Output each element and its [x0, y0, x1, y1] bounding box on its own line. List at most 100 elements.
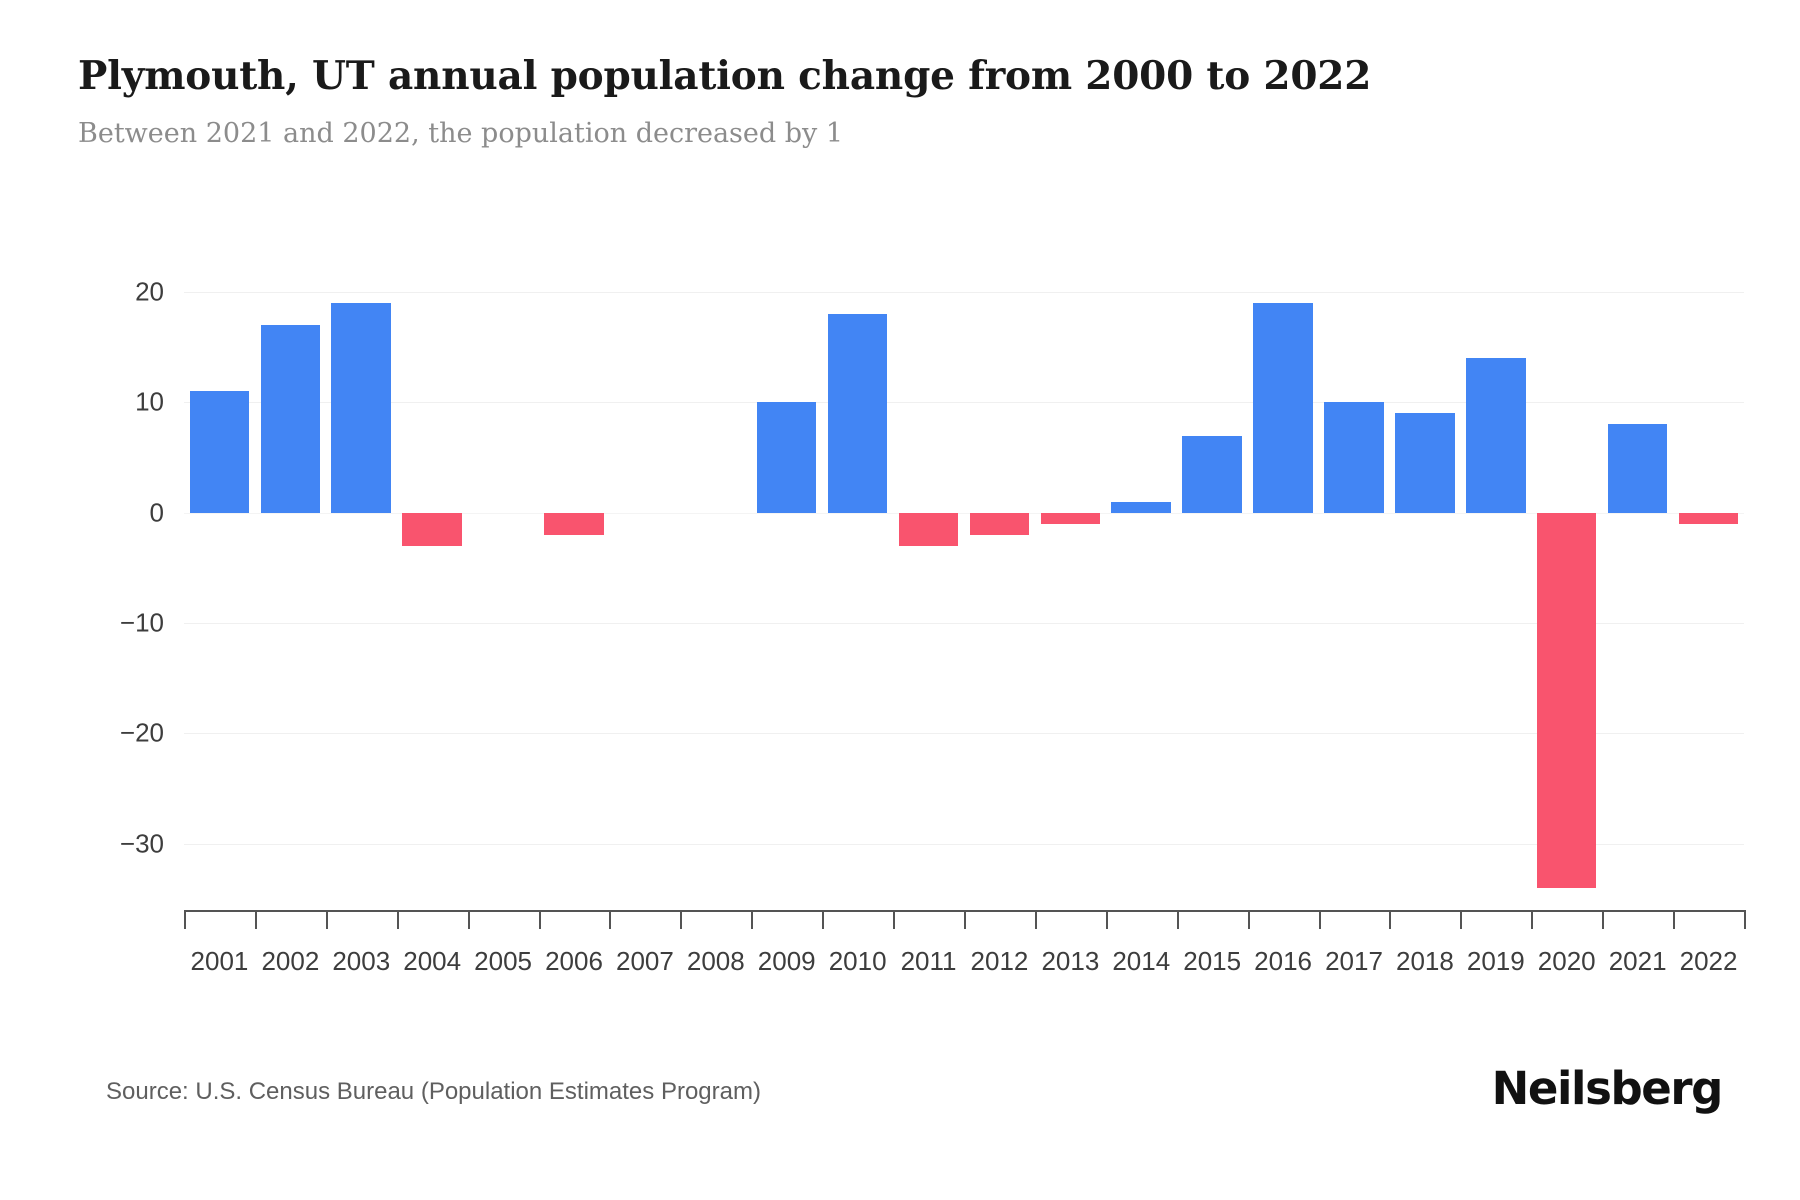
- y-axis-tick-label: 20: [135, 276, 164, 307]
- bar-2019[interactable]: [1466, 358, 1526, 513]
- bar-2006[interactable]: [544, 512, 604, 535]
- gridline: [184, 292, 1744, 294]
- bar-slot: [326, 270, 397, 910]
- x-axis-tick-label: 2012: [970, 946, 1029, 976]
- y-axis-tick-label: −10: [119, 607, 164, 638]
- bar-slot: [1106, 270, 1177, 910]
- x-axis-tick: [1176, 910, 1179, 929]
- x-axis-tick-label: 2013: [1041, 946, 1100, 976]
- x-axis-tick: [1389, 910, 1392, 929]
- brand-logo: Neilsberg: [1491, 1062, 1724, 1115]
- x-axis-tick: [964, 910, 966, 929]
- x-axis-tick: [467, 910, 470, 929]
- bar-slot: [751, 270, 822, 910]
- bar-slot: [1460, 270, 1531, 910]
- x-axis-tick: [184, 910, 186, 929]
- bar-2021[interactable]: [1607, 424, 1668, 513]
- source-note: Source: U.S. Census Bureau (Population E…: [106, 1078, 761, 1105]
- bar-slot: [964, 270, 1035, 910]
- gridline: [184, 733, 1744, 735]
- x-axis-tick: [1034, 910, 1037, 929]
- bar-slot: [609, 270, 680, 910]
- x-axis-tick-label: 2007: [615, 946, 674, 976]
- bar-slot: [1177, 270, 1248, 910]
- page-title: Plymouth, UT annual population change fr…: [78, 53, 1372, 99]
- bar-2009[interactable]: [756, 402, 817, 513]
- x-axis-tick: [822, 910, 825, 929]
- bar-2011[interactable]: [898, 512, 959, 546]
- x-axis-tick-label: 2022: [1679, 946, 1738, 976]
- bar-2020[interactable]: [1536, 512, 1597, 888]
- x-axis-tick: [254, 910, 257, 929]
- bar-series: [184, 270, 1744, 910]
- x-axis-tick: [680, 910, 683, 929]
- x-axis-tick-label: 2016: [1254, 946, 1312, 976]
- x-axis-tick: [538, 910, 541, 929]
- gridline: [184, 843, 1744, 845]
- x-axis-tick: [1673, 910, 1676, 929]
- bar-slot: [1389, 270, 1460, 910]
- y-axis-tick-label: −30: [119, 828, 164, 859]
- bar-2014[interactable]: [1111, 501, 1172, 513]
- bar-slot: [1673, 270, 1744, 910]
- bar-slot: [1035, 270, 1106, 910]
- chart-header: Plymouth, UT annual population change fr…: [78, 52, 1728, 152]
- bar-slot: [1248, 270, 1319, 910]
- bar-2017[interactable]: [1324, 402, 1384, 513]
- x-axis-tick-label: 2015: [1183, 946, 1242, 976]
- x-axis-tick: [751, 910, 754, 929]
- bar-slot: [680, 270, 751, 910]
- bar-slot: [468, 270, 539, 910]
- bar-2003[interactable]: [331, 303, 392, 513]
- x-axis-tick-label: 2010: [828, 946, 887, 976]
- bar-2015[interactable]: [1182, 435, 1242, 513]
- x-axis-tick-label: 2018: [1395, 946, 1454, 976]
- bar-2016[interactable]: [1253, 303, 1313, 513]
- x-axis-tick-label: 2002: [261, 946, 320, 976]
- bar-2010[interactable]: [827, 314, 888, 513]
- bar-2001[interactable]: [189, 391, 250, 513]
- bar-slot: [893, 270, 964, 910]
- bar-2012[interactable]: [969, 512, 1030, 535]
- x-axis-tick: [396, 910, 399, 929]
- x-axis-tick-label: 2019: [1466, 946, 1525, 976]
- x-axis-tick-label: 2005: [474, 946, 532, 976]
- x-axis-tick: [1247, 910, 1250, 929]
- y-axis-tick-label: 10: [135, 386, 164, 417]
- x-axis-tick-label: 2009: [757, 946, 816, 976]
- x-axis-tick-label: 2017: [1325, 946, 1383, 976]
- bar-slot: [255, 270, 326, 910]
- bar-slot: [184, 270, 255, 910]
- x-axis-tick-label: 2011: [900, 946, 957, 976]
- bar-2002[interactable]: [260, 325, 321, 513]
- y-axis-tick-label: 0: [149, 497, 164, 528]
- x-axis-tick-label: 2008: [686, 946, 745, 976]
- x-axis-tick: [1744, 910, 1746, 929]
- x-axis-tick: [1602, 910, 1605, 929]
- x-axis-tick: [1318, 910, 1321, 929]
- bar-2022[interactable]: [1678, 512, 1739, 524]
- x-axis-tick-label: 2014: [1112, 946, 1171, 976]
- x-axis-tick-label: 2001: [190, 946, 249, 976]
- x-axis-tick-label: 2003: [332, 946, 391, 976]
- x-axis-tick: [893, 910, 896, 929]
- gridline: [184, 402, 1744, 404]
- bar-slot: [397, 270, 468, 910]
- bar-slot: [1602, 270, 1673, 910]
- x-axis-tick-label: 2004: [403, 946, 462, 976]
- x-axis-tick: [1531, 910, 1534, 929]
- bar-2013[interactable]: [1040, 512, 1101, 524]
- x-axis-tick: [1105, 910, 1108, 929]
- gridline: [184, 512, 1744, 514]
- bar-slot: [1531, 270, 1602, 910]
- x-axis-tick-label: 2021: [1608, 946, 1667, 976]
- plot-area: [184, 270, 1744, 910]
- x-axis-tick: [1460, 910, 1463, 929]
- bar-2004[interactable]: [402, 512, 462, 546]
- x-axis-tick: [325, 910, 328, 929]
- gridline: [184, 623, 1744, 625]
- bar-2018[interactable]: [1395, 413, 1455, 513]
- x-axis-tick-label: 2020: [1537, 946, 1596, 976]
- chart-subtitle: Between 2021 and 2022, the population de…: [78, 118, 844, 149]
